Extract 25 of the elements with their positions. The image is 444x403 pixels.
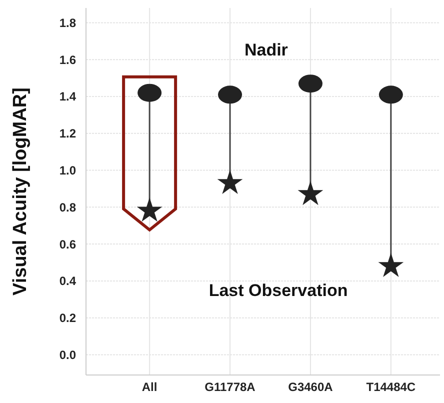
y-tick-label: 1.8: [59, 16, 76, 30]
x-tick-label: G11778A: [204, 380, 256, 394]
y-tick-label: 1.6: [59, 52, 76, 67]
y-axis-title: Visual Acuity [logMAR]: [10, 88, 31, 296]
y-tick-label: 0.8: [59, 200, 76, 214]
point: [136, 198, 162, 222]
y-tick-label: 0.2: [59, 311, 76, 326]
point: [378, 86, 403, 104]
y-tick-label: 0.4: [59, 274, 76, 288]
series-label: Nadir: [244, 40, 288, 60]
point: [378, 252, 404, 277]
y-tick-label: 1.4: [59, 90, 76, 104]
x-tick-label: All: [142, 380, 158, 394]
y-tick-label: 1.2: [59, 126, 76, 141]
point: [218, 86, 242, 104]
point: [138, 84, 162, 102]
x-tick-label: T14484C: [366, 380, 416, 394]
text: Last Observation: [208, 281, 348, 300]
y-tick-label: 1.0: [59, 163, 76, 178]
point: [298, 180, 324, 206]
x-tick-label: G3460A: [288, 380, 334, 394]
point: [298, 74, 322, 93]
point: [217, 170, 243, 194]
y-tick-label: 0.0: [59, 348, 76, 362]
y-tick-label: 0.6: [59, 237, 76, 252]
